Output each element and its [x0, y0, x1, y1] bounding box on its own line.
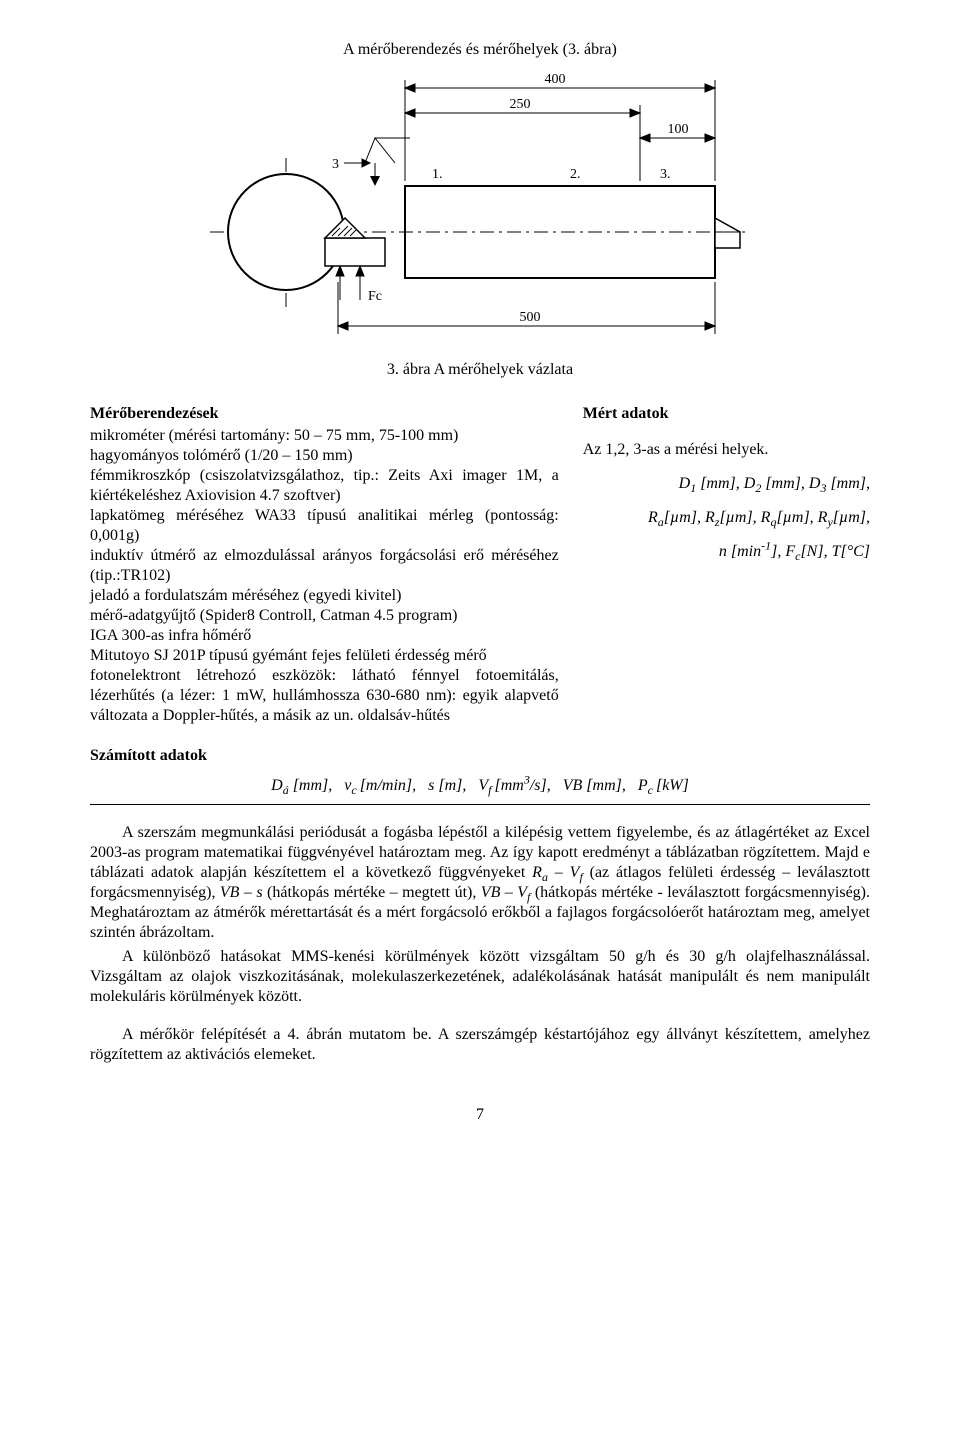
diagram-svg: 400 250 100 1. 2. 3. 3 [200, 68, 760, 348]
page-number: 7 [90, 1105, 870, 1125]
paragraph-1: A szerszám megmunkálási periódusát a fog… [90, 823, 870, 943]
paragraph-3: A mérőkör felépítését a 4. ábrán mutatom… [90, 1025, 870, 1065]
label-3: 3 [332, 157, 339, 172]
paragraph-2: A különböző hatásokat MMS-kenési körülmé… [90, 947, 870, 1007]
calc-heading: Számított adatok [90, 746, 870, 766]
two-column-block: Mérőberendezések mikrométer (mérési tart… [90, 398, 870, 726]
figure-3: 400 250 100 1. 2. 3. 3 [90, 68, 870, 354]
right-line-2: D1 [mm], D2 [mm], D3 [mm], [583, 474, 870, 494]
page-title: A mérőberendezés és mérőhelyek (3. ábra) [90, 40, 870, 60]
formula-line: Dá [mm], vc [m/min], s [m], Vf [mm3/s], … [90, 770, 870, 805]
label-fc: Fc [368, 289, 382, 304]
right-line-3: Ra[µm], Rz[µm], Rq[µm], Ry[µm], [583, 508, 870, 528]
right-line-1: Az 1,2, 3-as a mérési helyek. [583, 440, 870, 460]
left-heading: Mérőberendezések [90, 404, 559, 424]
right-heading: Mért adatok [583, 404, 870, 424]
right-line-4: n [min-1], Fc[N], T[°C] [583, 542, 870, 562]
mark-2: 2. [570, 167, 581, 182]
right-column: Mért adatok Az 1,2, 3-as a mérési helyek… [583, 398, 870, 562]
dim-500: 500 [520, 310, 541, 325]
left-column: Mérőberendezések mikrométer (mérési tart… [90, 398, 559, 726]
mark-3: 3. [660, 167, 671, 182]
dim-400: 400 [545, 72, 566, 87]
left-body: mikrométer (mérési tartomány: 50 – 75 mm… [90, 426, 559, 726]
page: A mérőberendezés és mérőhelyek (3. ábra)… [0, 0, 960, 1185]
mark-1: 1. [432, 167, 443, 182]
figure-caption: 3. ábra A mérőhelyek vázlata [90, 360, 870, 380]
dim-100: 100 [668, 122, 689, 137]
dim-250: 250 [510, 97, 531, 112]
